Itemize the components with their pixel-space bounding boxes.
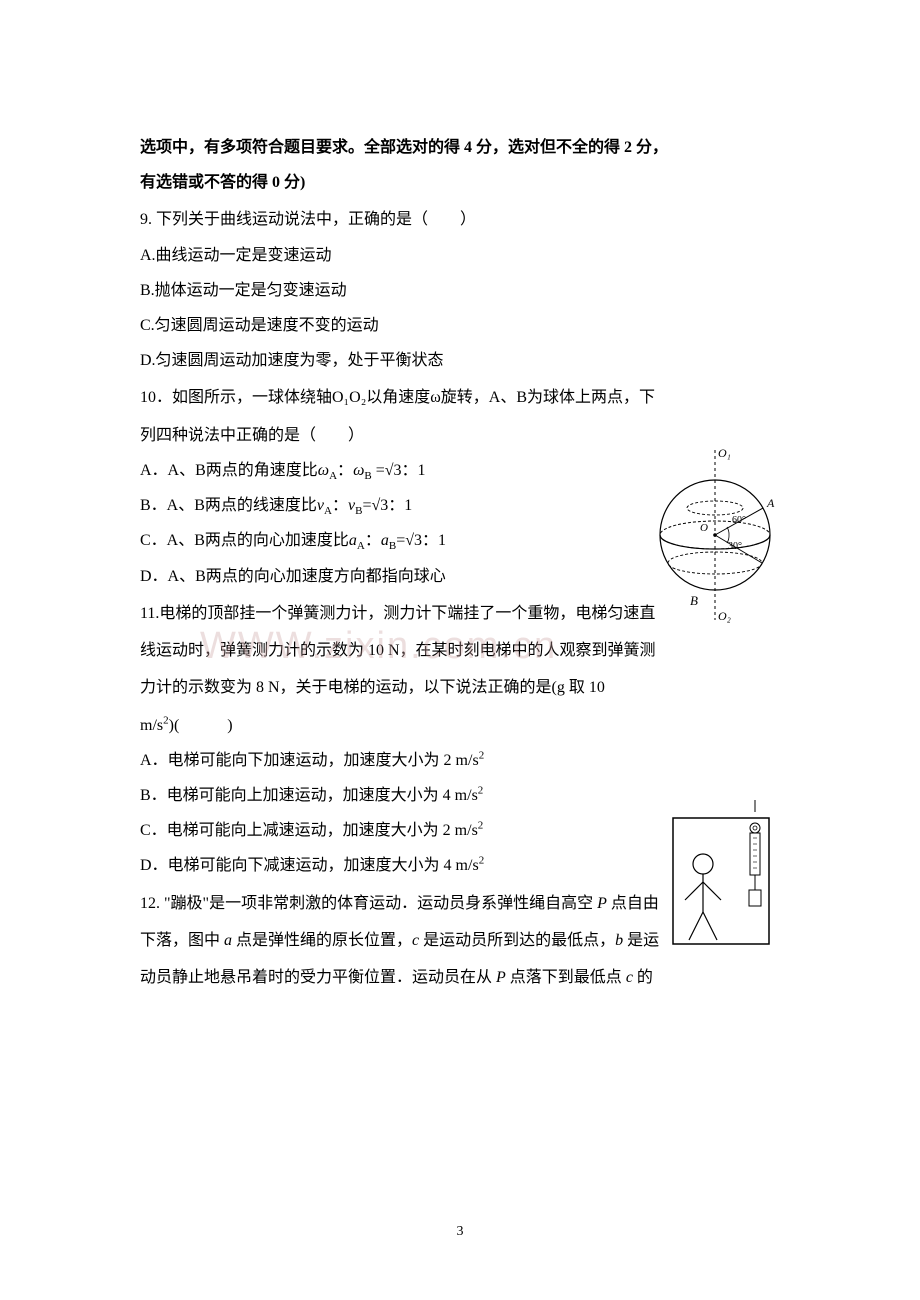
label-o1: O₁ xyxy=(718,446,731,460)
q9-opt-d: D.匀速圆周运动加速度为零，处于平衡状态 xyxy=(140,343,780,378)
q10-stem-1: 10．如图所示，一球体绕轴O₁O₂以角速度ω旋转，A、B为球体上两点，下 xyxy=(140,380,780,415)
q11-stem-4: m/s2)( ) xyxy=(140,708,780,743)
q9-opt-a: A.曲线运动一定是变速运动 xyxy=(140,238,780,273)
header-line-2: 有选错或不答的得 0 分) xyxy=(140,165,780,200)
label-o: O xyxy=(700,522,708,534)
q11-stem-2: 线运动时，弹簧测力计的示数为 10 N，在某时刻电梯中的人观察到弹簧测 xyxy=(140,633,780,668)
q9-opt-c: C.匀速圆周运动是速度不变的运动 xyxy=(140,308,780,343)
q12-stem-3: 动员静止地悬吊着时的受力平衡位置．运动员在从 P 点落下到最低点 c 的 xyxy=(140,960,780,995)
label-b: B xyxy=(690,593,698,608)
header-line-1: 选项中，有多项符合题目要求。全部选对的得 4 分，选对但不全的得 2 分， xyxy=(140,130,780,165)
sphere-figure: O₁ O₂ O A B 60° 30° xyxy=(650,445,780,625)
label-60: 60° xyxy=(732,515,746,526)
page-number: 3 xyxy=(457,1224,464,1240)
label-o2: O₂ xyxy=(718,609,731,623)
label-30: 30° xyxy=(728,541,742,552)
q9-stem: 9. 下列关于曲线运动说法中，正确的是（ ） xyxy=(140,202,780,237)
q11-opt-a: A．电梯可能向下加速运动，加速度大小为 2 m/s2 xyxy=(140,743,780,778)
elevator-figure xyxy=(665,800,775,950)
label-a: A xyxy=(766,496,775,510)
q11-stem-3: 力计的示数变为 8 N，关于电梯的运动，以下说法正确的是(g 取 10 xyxy=(140,670,780,705)
q9-opt-b: B.抛体运动一定是匀变速运动 xyxy=(140,273,780,308)
